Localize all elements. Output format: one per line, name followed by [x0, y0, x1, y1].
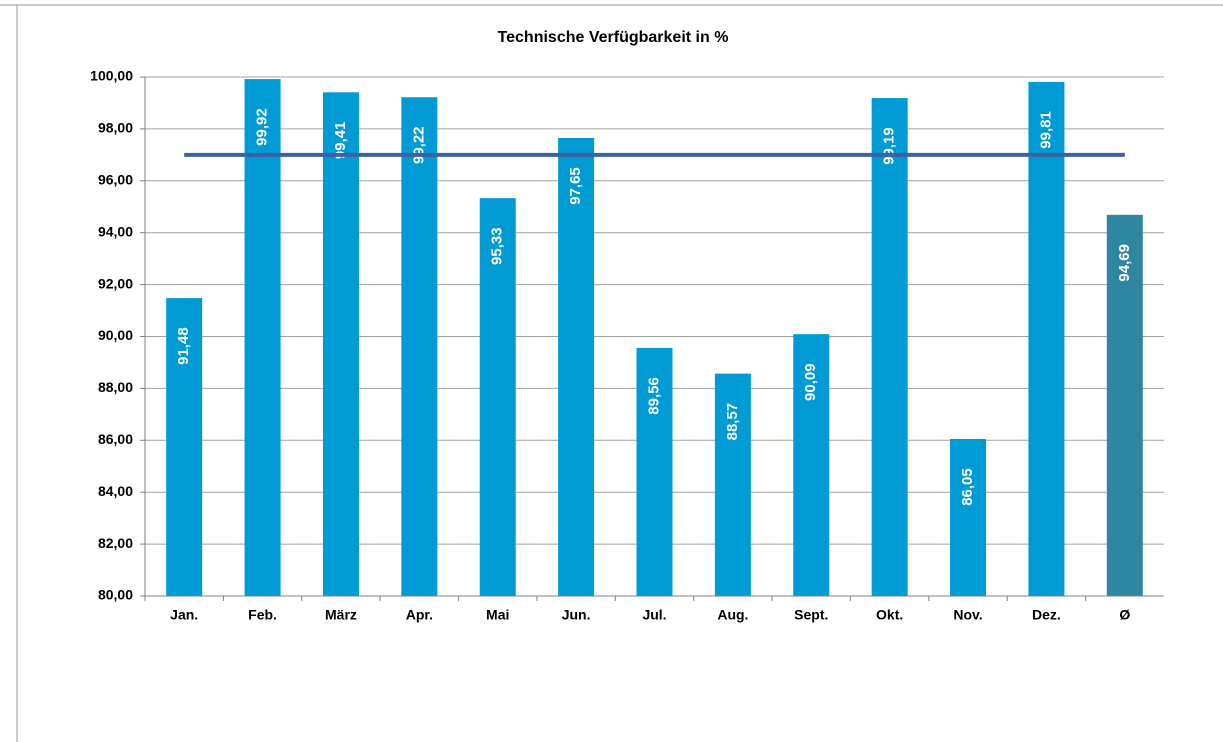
bar: [558, 137, 595, 597]
data-label: 95,33: [489, 227, 506, 265]
x-tick-label: Jan.: [170, 607, 198, 623]
bar: [1106, 214, 1143, 596]
y-tick-label: 84,00: [98, 483, 133, 499]
data-label: 94,69: [1116, 244, 1133, 282]
bar: [950, 439, 987, 596]
y-tick-label: 82,00: [98, 535, 133, 551]
data-label: 99,19: [881, 127, 898, 165]
x-tick-label: Ø: [1119, 607, 1130, 623]
x-tick-label: Okt.: [876, 607, 903, 623]
bar: [871, 98, 908, 596]
data-label: 90,09: [802, 363, 819, 401]
bar: [636, 347, 673, 596]
bar: [793, 334, 830, 596]
y-tick-label: 100,00: [90, 68, 133, 84]
y-tick-label: 80,00: [98, 587, 133, 603]
x-tick-label: Apr.: [406, 607, 433, 623]
data-label: 89,56: [645, 377, 662, 415]
y-tick-label: 86,00: [98, 431, 133, 447]
chart-title: Technische Verfügbarkeit in %: [498, 29, 729, 46]
y-tick-label: 92,00: [98, 275, 133, 291]
bar: [166, 298, 203, 596]
data-label: 99,41: [332, 122, 349, 160]
data-label: 91,48: [175, 327, 192, 365]
bar: [714, 373, 751, 596]
x-tick-label: Dez.: [1032, 607, 1061, 623]
x-tick-label: Jul.: [642, 607, 666, 623]
data-label: 97,65: [567, 167, 584, 205]
data-label: 99,92: [254, 108, 271, 146]
x-tick-label: März: [325, 607, 357, 623]
bar: [401, 97, 438, 596]
bar: [322, 92, 359, 597]
x-tick-label: Sept.: [794, 607, 828, 623]
y-tick-label: 94,00: [98, 223, 133, 239]
x-tick-label: Mai: [486, 607, 509, 623]
y-tick-label: 98,00: [98, 120, 133, 136]
x-tick-label: Jun.: [562, 607, 591, 623]
data-label: 88,57: [724, 403, 741, 441]
bar: [479, 198, 516, 596]
bar: [244, 79, 281, 597]
y-tick-label: 88,00: [98, 379, 133, 395]
data-label: 86,05: [959, 468, 976, 506]
y-tick-label: 96,00: [98, 172, 133, 188]
data-label: 99,81: [1037, 111, 1054, 149]
data-label: 99,22: [410, 126, 427, 164]
y-tick-label: 90,00: [98, 327, 133, 343]
x-tick-label: Nov.: [953, 607, 982, 623]
bar: [1028, 81, 1065, 597]
x-tick-label: Aug.: [717, 607, 748, 623]
x-tick-label: Feb.: [248, 607, 277, 623]
